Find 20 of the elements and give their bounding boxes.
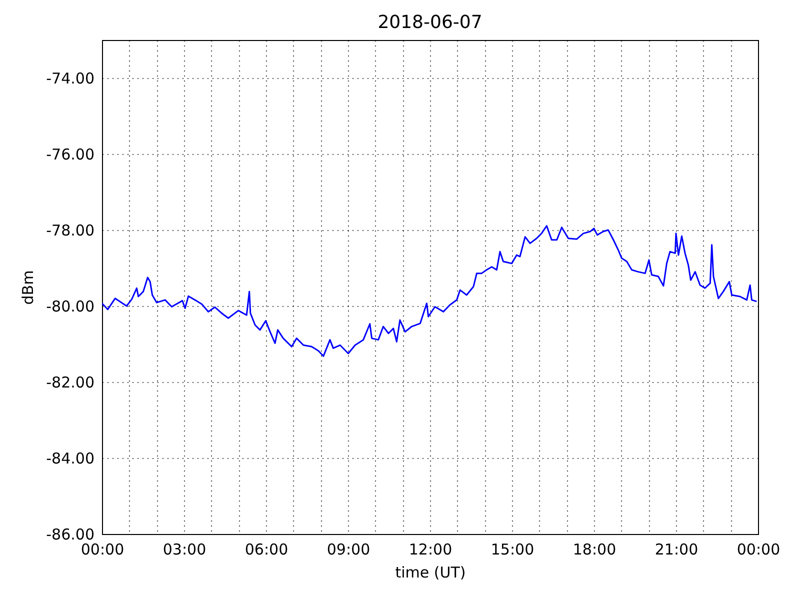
x-tick-label: 15:00 [490,540,534,558]
x-tick-label: 00:00 [80,540,124,558]
x-axis-title: time (UT) [395,564,466,582]
x-tick-label: 06:00 [244,540,288,558]
y-tick-label: -74.00 [46,70,94,88]
line-series [102,225,758,357]
y-tick-label: -80.00 [46,298,94,316]
x-tick-label: 12:00 [408,540,452,558]
x-tick-label: 21:00 [654,540,698,558]
x-tick-label: 09:00 [326,540,370,558]
y-axis-title: dBm [19,270,38,305]
x-tick-label: 18:00 [572,540,616,558]
chart-title: 2018-06-07 [378,12,482,33]
x-tick-label: 03:00 [162,540,206,558]
y-tick-label: -84.00 [46,450,94,468]
y-tick-label: -78.00 [46,222,94,240]
y-tick-label: -86.00 [46,526,94,544]
x-tick-label: 00:00 [736,540,780,558]
y-tick-label: -82.00 [46,374,94,392]
y-tick-label: -76.00 [46,146,94,164]
